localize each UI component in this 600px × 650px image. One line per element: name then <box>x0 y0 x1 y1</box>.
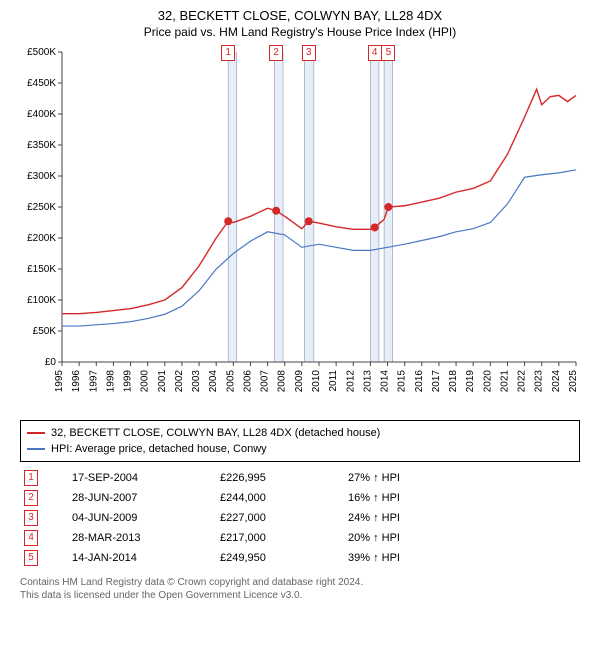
svg-text:2019: 2019 <box>465 370 476 393</box>
svg-text:1998: 1998 <box>105 370 116 393</box>
page: 32, BECKETT CLOSE, COLWYN BAY, LL28 4DX … <box>0 0 600 602</box>
sale-vs-hpi: 27% ↑ HPI <box>344 468 580 488</box>
legend-row: 32, BECKETT CLOSE, COLWYN BAY, LL28 4DX … <box>27 425 573 441</box>
sale-index-box: 3 <box>24 510 38 526</box>
sale-index-box: 5 <box>24 550 38 566</box>
svg-text:2000: 2000 <box>140 370 151 393</box>
svg-text:1999: 1999 <box>123 370 134 393</box>
svg-text:2015: 2015 <box>397 370 408 393</box>
line-chart: £0 £50K £100K £150K £200K £250K £300K £350K £400… <box>20 47 580 407</box>
svg-text:2004: 2004 <box>208 370 219 393</box>
sale-date: 14-JAN-2014 <box>68 548 216 568</box>
svg-text:£100K: £100K <box>27 295 56 306</box>
sale-price: £249,950 <box>216 548 344 568</box>
svg-text:£300K: £300K <box>27 171 56 182</box>
svg-text:2016: 2016 <box>414 370 425 393</box>
svg-text:£150K: £150K <box>27 264 56 275</box>
sale-marker-box: 2 <box>269 45 283 61</box>
legend-swatch <box>27 448 45 450</box>
sale-vs-hpi: 20% ↑ HPI <box>344 528 580 548</box>
chart-area: £0 £50K £100K £150K £200K £250K £300K £350K £400… <box>20 47 580 412</box>
svg-text:£450K: £450K <box>27 78 56 89</box>
legend: 32, BECKETT CLOSE, COLWYN BAY, LL28 4DX … <box>20 420 580 462</box>
svg-text:£0: £0 <box>45 357 57 368</box>
sale-date: 04-JUN-2009 <box>68 508 216 528</box>
sale-vs-hpi: 24% ↑ HPI <box>344 508 580 528</box>
svg-text:£250K: £250K <box>27 202 56 213</box>
chart-title: 32, BECKETT CLOSE, COLWYN BAY, LL28 4DX <box>0 8 600 23</box>
svg-text:2011: 2011 <box>328 370 339 392</box>
svg-text:2021: 2021 <box>499 370 510 393</box>
sales-table: 1 17-SEP-2004£226,99527% ↑ HPI 2 28-JUN-200… <box>20 468 580 568</box>
sale-index-box: 1 <box>24 470 38 486</box>
svg-text:2023: 2023 <box>534 370 545 393</box>
table-row: 2 28-JUN-2007£244,00016% ↑ HPI <box>20 488 580 508</box>
svg-text:£50K: £50K <box>33 326 57 337</box>
footer-attribution: Contains HM Land Registry data © Crown c… <box>20 576 580 602</box>
sale-marker-box: 5 <box>381 45 395 61</box>
svg-text:1996: 1996 <box>71 370 82 393</box>
svg-text:2010: 2010 <box>311 370 322 393</box>
footer-line-2: This data is licensed under the Open Gov… <box>20 589 580 602</box>
table-row: 5 14-JAN-2014£249,95039% ↑ HPI <box>20 548 580 568</box>
svg-text:2007: 2007 <box>260 370 271 393</box>
svg-text:2024: 2024 <box>551 370 562 393</box>
legend-swatch <box>27 432 45 434</box>
sale-date: 28-JUN-2007 <box>68 488 216 508</box>
sale-price: £217,000 <box>216 528 344 548</box>
svg-text:2017: 2017 <box>431 370 442 393</box>
svg-text:2022: 2022 <box>517 370 528 393</box>
sale-vs-hpi: 16% ↑ HPI <box>344 488 580 508</box>
sale-date: 17-SEP-2004 <box>68 468 216 488</box>
table-row: 4 28-MAR-2013£217,00020% ↑ HPI <box>20 528 580 548</box>
svg-text:2013: 2013 <box>362 370 373 393</box>
svg-text:2001: 2001 <box>157 370 168 393</box>
svg-text:£200K: £200K <box>27 233 56 244</box>
svg-text:2014: 2014 <box>380 370 391 393</box>
table-row: 3 04-JUN-2009£227,00024% ↑ HPI <box>20 508 580 528</box>
sale-date: 28-MAR-2013 <box>68 528 216 548</box>
svg-text:2009: 2009 <box>294 370 305 393</box>
svg-text:2025: 2025 <box>568 370 579 393</box>
sale-marker-box: 3 <box>302 45 316 61</box>
sale-marker-box: 1 <box>221 45 235 61</box>
sale-index-box: 2 <box>24 490 38 506</box>
sale-vs-hpi: 39% ↑ HPI <box>344 548 580 568</box>
svg-text:2003: 2003 <box>191 370 202 393</box>
svg-text:1997: 1997 <box>88 370 99 393</box>
svg-text:2005: 2005 <box>225 370 236 393</box>
chart-subtitle: Price paid vs. HM Land Registry's House … <box>0 25 600 39</box>
sale-price: £226,995 <box>216 468 344 488</box>
sale-price: £244,000 <box>216 488 344 508</box>
svg-text:£350K: £350K <box>27 140 56 151</box>
svg-text:£500K: £500K <box>27 47 56 58</box>
svg-text:2006: 2006 <box>242 370 253 393</box>
svg-text:2012: 2012 <box>345 370 356 393</box>
sale-marker-box: 4 <box>368 45 382 61</box>
sale-index-box: 4 <box>24 530 38 546</box>
svg-text:£400K: £400K <box>27 109 56 120</box>
svg-text:2008: 2008 <box>277 370 288 393</box>
svg-text:2002: 2002 <box>174 370 185 393</box>
svg-text:2020: 2020 <box>482 370 493 393</box>
legend-row: HPI: Average price, detached house, Conw… <box>27 441 573 457</box>
table-row: 1 17-SEP-2004£226,99527% ↑ HPI <box>20 468 580 488</box>
footer-line-1: Contains HM Land Registry data © Crown c… <box>20 576 580 589</box>
sale-price: £227,000 <box>216 508 344 528</box>
legend-label: HPI: Average price, detached house, Conw… <box>51 441 267 457</box>
svg-text:1995: 1995 <box>54 370 65 393</box>
svg-text:2018: 2018 <box>448 370 459 393</box>
legend-label: 32, BECKETT CLOSE, COLWYN BAY, LL28 4DX … <box>51 425 380 441</box>
